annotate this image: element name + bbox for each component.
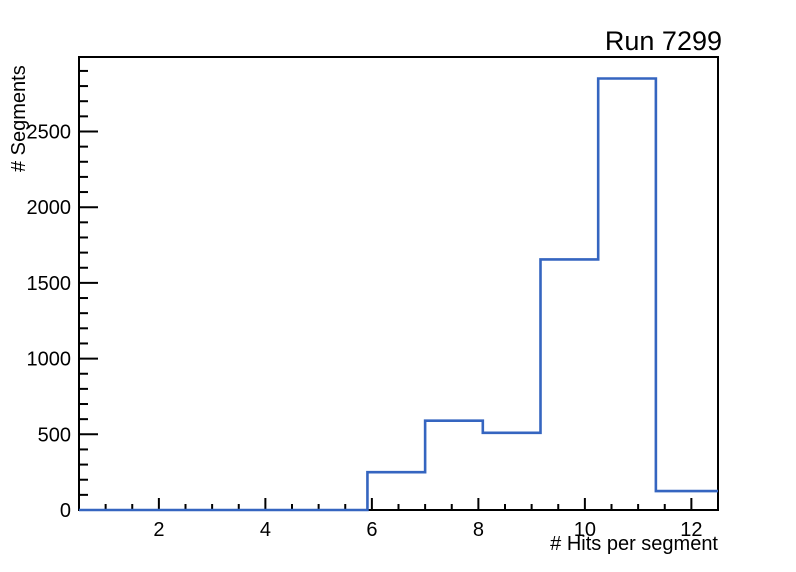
x-tick-label: 4 (260, 519, 271, 541)
x-axis-title: # Hits per segment (550, 533, 718, 555)
x-tick-label: 8 (473, 519, 484, 541)
y-tick-label: 2500 (27, 121, 72, 143)
histogram-line (79, 77, 718, 512)
y-tick-label: 500 (38, 424, 71, 446)
x-tick-label: 10 (574, 519, 596, 541)
plot-title: Run 7299 (604, 26, 722, 56)
x-tick-label: 12 (680, 519, 702, 541)
y-tick-label: 0 (60, 500, 71, 522)
y-tick-label: 2000 (27, 197, 72, 219)
y-tick-label: 1000 (27, 349, 72, 371)
y-axis-title: # Segments (8, 65, 30, 172)
y-tick-label: 1500 (27, 273, 72, 295)
x-tick-label: 6 (366, 519, 377, 541)
x-tick-label: 2 (153, 519, 164, 541)
plot-frame (78, 56, 719, 511)
